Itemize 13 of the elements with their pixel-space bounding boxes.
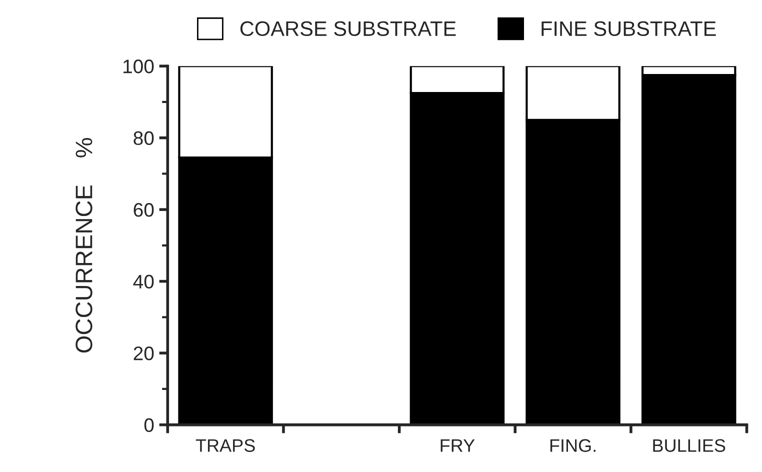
x-tick-label: FRY: [440, 439, 475, 452]
x-tick-label: TRAPS: [196, 439, 255, 452]
y-tick-label: 80: [134, 131, 154, 146]
x-tick-label: BULLIES: [653, 439, 726, 452]
x-tick-label: FING.: [550, 439, 596, 452]
y-tick-label: 0: [144, 418, 154, 432]
y-axis-title: OCCURRENCE %: [76, 138, 92, 353]
legend-label: FINE SUBSTRATE: [542, 21, 716, 36]
y-tick-label: 40: [133, 274, 154, 289]
legend-label: COARSE SUBSTRATE: [240, 21, 456, 36]
y-tick-label: 20: [134, 346, 154, 360]
y-tick-label: 60: [134, 203, 154, 217]
y-tick-label: 100: [123, 60, 154, 74]
